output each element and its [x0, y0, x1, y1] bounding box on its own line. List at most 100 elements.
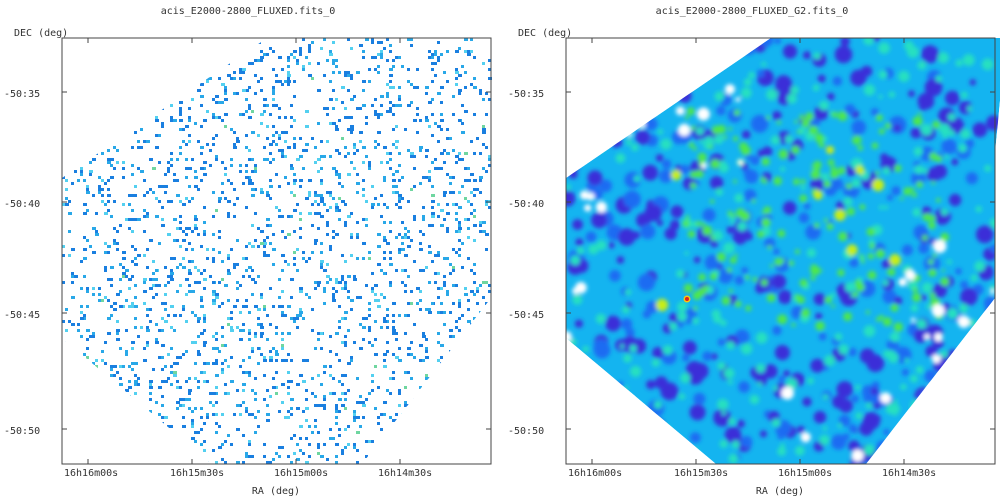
count-pixel — [146, 308, 149, 311]
count-pixel — [332, 296, 335, 299]
count-pixel — [191, 422, 194, 425]
count-pixel — [107, 317, 111, 320]
count-pixel — [197, 335, 200, 338]
count-pixel — [452, 446, 456, 449]
field-blob — [755, 332, 768, 344]
count-pixel — [341, 278, 344, 281]
field-blob — [851, 394, 859, 403]
count-pixel — [83, 440, 86, 443]
count-pixel — [227, 323, 230, 326]
field-blob — [800, 185, 806, 191]
count-pixel — [260, 353, 263, 356]
count-pixel — [335, 65, 338, 68]
count-pixel — [440, 53, 443, 56]
count-pixel — [314, 194, 318, 197]
count-pixel — [68, 422, 71, 425]
field-blob — [623, 385, 629, 391]
field-blob — [773, 248, 780, 255]
count-pixel — [161, 47, 164, 50]
count-pixel — [245, 257, 248, 260]
field-blob — [716, 252, 726, 262]
count-pixel — [146, 212, 149, 215]
count-pixel — [188, 167, 192, 170]
count-pixel — [170, 365, 173, 368]
count-pixel — [272, 386, 276, 389]
field-blob — [625, 104, 638, 117]
count-pixel — [152, 368, 155, 371]
count-pixel — [470, 323, 473, 326]
field-blob — [728, 453, 739, 464]
field-blob — [887, 267, 896, 276]
count-pixel — [122, 47, 125, 50]
count-pixel — [320, 266, 323, 269]
count-pixel — [92, 401, 96, 404]
count-pixel — [410, 101, 413, 104]
count-pixel — [482, 347, 485, 350]
count-pixel — [164, 56, 167, 59]
count-pixel — [455, 392, 458, 395]
field-hole — [924, 333, 931, 340]
field-blob — [822, 394, 829, 400]
count-pixel — [272, 98, 275, 101]
count-pixel — [410, 302, 413, 305]
count-pixel — [224, 98, 228, 101]
field-blob — [710, 199, 715, 204]
count-pixel — [65, 179, 68, 182]
count-pixel — [164, 173, 167, 176]
field-blob — [717, 361, 726, 371]
count-pixel — [179, 284, 182, 287]
field-blob — [830, 178, 844, 191]
field-blob — [866, 354, 885, 373]
field-blob — [974, 260, 986, 272]
count-pixel — [440, 224, 444, 227]
count-pixel — [398, 95, 401, 98]
count-pixel — [164, 365, 167, 368]
field-blob — [666, 80, 681, 96]
field-blob — [626, 39, 634, 47]
count-pixel — [377, 245, 381, 248]
count-pixel — [155, 116, 158, 119]
count-pixel — [356, 173, 359, 176]
count-pixel — [164, 416, 168, 419]
count-pixel — [212, 137, 215, 140]
count-pixel — [281, 305, 284, 308]
count-pixel — [194, 458, 197, 461]
count-pixel — [122, 161, 125, 164]
field-blob — [786, 378, 798, 390]
count-pixel — [323, 107, 326, 110]
count-pixel — [161, 416, 164, 419]
count-pixel — [326, 221, 329, 224]
count-pixel — [98, 119, 101, 122]
count-pixel — [350, 233, 353, 236]
count-pixel — [236, 461, 240, 464]
count-pixel — [122, 272, 126, 275]
count-pixel — [125, 389, 129, 392]
field-blob — [965, 444, 979, 458]
field-blob — [605, 436, 614, 445]
count-pixel — [386, 242, 390, 245]
count-pixel — [479, 449, 483, 452]
count-pixel — [281, 131, 284, 134]
count-pixel — [452, 401, 456, 404]
count-pixel — [383, 221, 386, 224]
count-pixel — [170, 269, 173, 272]
count-pixel — [182, 53, 185, 56]
count-pixel — [389, 230, 392, 233]
count-pixel — [227, 299, 230, 302]
count-pixel — [155, 341, 159, 344]
count-pixel — [83, 107, 86, 110]
count-pixel — [434, 407, 438, 410]
count-pixel — [65, 329, 68, 332]
count-pixel — [401, 236, 404, 239]
count-pixel — [425, 116, 428, 119]
field-blob — [585, 361, 590, 366]
count-pixel — [395, 269, 398, 272]
count-pixel — [122, 47, 125, 50]
count-pixel — [149, 308, 152, 311]
field-blob — [878, 94, 883, 99]
field-blob — [723, 367, 735, 379]
field-blob — [629, 365, 642, 378]
count-pixel — [350, 131, 353, 134]
count-pixel — [458, 206, 462, 209]
count-pixel — [467, 227, 470, 230]
